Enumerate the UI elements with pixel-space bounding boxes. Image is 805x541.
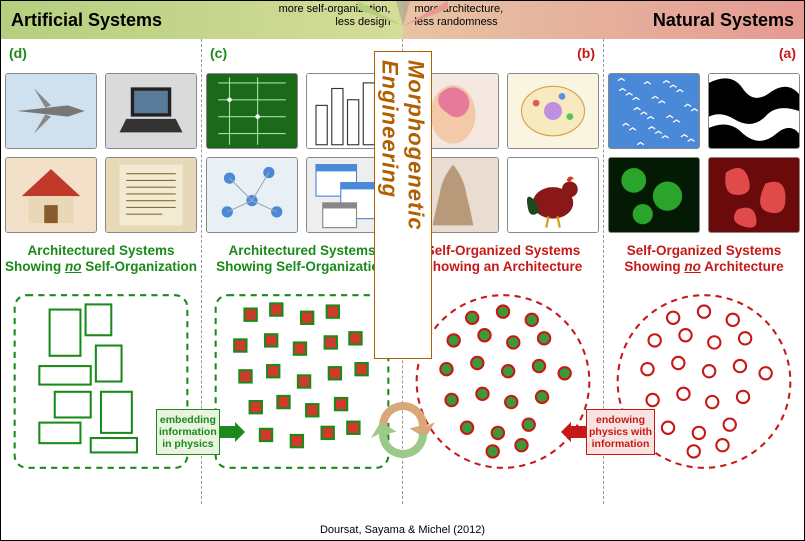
column-title-a: Self-Organized SystemsShowing no Archite…	[608, 243, 800, 275]
arrow-tag-left: embedding information in physics	[156, 409, 220, 455]
thumbnail-cell-biology	[507, 73, 599, 149]
column-label-a: (a)	[779, 45, 796, 61]
thumbnail-bird-flock	[608, 73, 700, 149]
thumbnail-termite-mound	[407, 157, 499, 233]
thumbnail-city-skyline	[306, 73, 398, 149]
image-grid-b	[407, 73, 599, 233]
thumbnail-house	[5, 157, 97, 233]
thumbnail-rooster	[507, 157, 599, 233]
thumbnail-circuit-board	[206, 73, 298, 149]
column-label-b: (b)	[577, 45, 595, 61]
column-label-c: (c)	[210, 45, 227, 61]
image-grid-d	[5, 73, 197, 233]
thumbnail-red-swirls	[708, 157, 800, 233]
thumbnail-brain-head	[407, 73, 499, 149]
thumbnail-text-page	[105, 157, 197, 233]
image-grid-a	[608, 73, 800, 233]
thumbnail-social-network	[206, 157, 298, 233]
arrow-right-to-left-icon	[561, 422, 587, 447]
column-label-d: (d)	[9, 45, 27, 61]
swap-arrows-icon	[363, 390, 443, 470]
column-title-d: Architectured SystemsShowing no Self-Org…	[5, 243, 197, 275]
thumbnail-jet-fighter	[5, 73, 97, 149]
citation-text: Doursat, Sayama & Michel (2012)	[1, 524, 804, 536]
thumbnail-laptop	[105, 73, 197, 149]
thumbnail-green-cells	[608, 157, 700, 233]
header-center-bowtie-icon	[358, 1, 448, 61]
column-title-c: Architectured SystemsShowing Self-Organi…	[206, 243, 398, 275]
arrow-tag-right: endowing physics with information	[586, 409, 655, 455]
arrow-left-to-right-icon	[219, 422, 245, 447]
column-title-b: Self-Organized SystemsShowing an Archite…	[407, 243, 599, 275]
image-grid-c	[206, 73, 398, 233]
thumbnail-gui-windows	[306, 157, 398, 233]
thumbnail-turing-pattern-bw	[708, 73, 800, 149]
